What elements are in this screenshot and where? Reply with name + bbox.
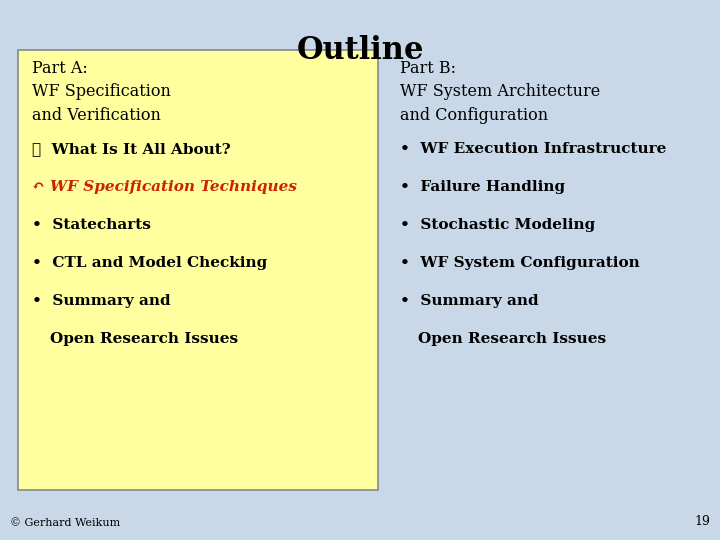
Text: •  Summary and: • Summary and xyxy=(32,294,171,308)
Text: ✓  What Is It All About?: ✓ What Is It All About? xyxy=(32,142,230,156)
Text: •  Statecharts: • Statecharts xyxy=(32,218,151,232)
Text: Open Research Issues: Open Research Issues xyxy=(50,332,238,346)
Text: •  WF Execution Infrastructure: • WF Execution Infrastructure xyxy=(400,142,667,156)
Text: ↶ WF Specification Techniques: ↶ WF Specification Techniques xyxy=(32,180,297,194)
Text: •  CTL and Model Checking: • CTL and Model Checking xyxy=(32,256,267,270)
Text: 19: 19 xyxy=(694,515,710,528)
Text: •  Failure Handling: • Failure Handling xyxy=(400,180,565,194)
Text: Outline: Outline xyxy=(296,35,424,66)
Text: •  WF System Configuration: • WF System Configuration xyxy=(400,256,640,270)
Text: •  Summary and: • Summary and xyxy=(400,294,539,308)
Text: © Gerhard Weikum: © Gerhard Weikum xyxy=(10,518,120,528)
FancyBboxPatch shape xyxy=(18,50,378,490)
Text: Part B:
WF System Architecture
and Configuration: Part B: WF System Architecture and Confi… xyxy=(400,60,600,124)
Text: Open Research Issues: Open Research Issues xyxy=(418,332,606,346)
Text: •  Stochastic Modeling: • Stochastic Modeling xyxy=(400,218,595,232)
Text: Part A:
WF Specification
and Verification: Part A: WF Specification and Verificatio… xyxy=(32,60,171,124)
